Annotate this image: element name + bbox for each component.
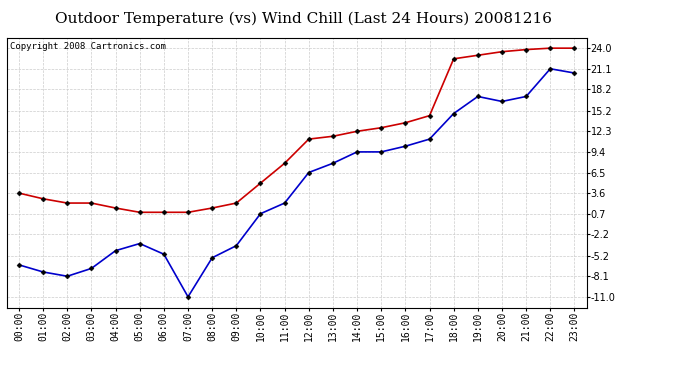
Text: Outdoor Temperature (vs) Wind Chill (Last 24 Hours) 20081216: Outdoor Temperature (vs) Wind Chill (Las…: [55, 11, 552, 26]
Text: Copyright 2008 Cartronics.com: Copyright 2008 Cartronics.com: [10, 42, 166, 51]
